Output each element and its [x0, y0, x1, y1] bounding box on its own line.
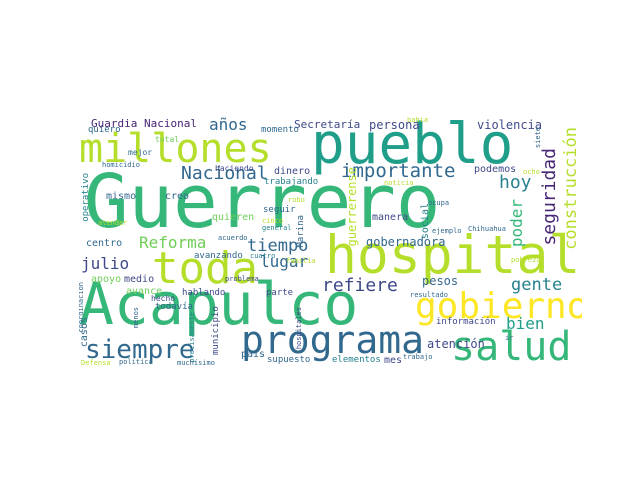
word-importante: importante — [341, 160, 456, 182]
word-bahia: bahía — [407, 117, 429, 124]
word-secretaria: Secretaría — [294, 118, 361, 131]
word-pesos: pesos — [422, 274, 459, 288]
word-haciendo: haciendo — [215, 164, 254, 173]
word-nacional: Nacional — [181, 163, 268, 184]
word-guerrero: Guerrero — [84, 159, 441, 245]
word-poder: poder — [507, 199, 526, 248]
word-gobierno: gobierno — [415, 286, 582, 327]
word-total: total — [155, 135, 180, 144]
word-acuerdo: acuerdo — [218, 234, 248, 242]
word-siete: siete — [534, 127, 542, 149]
word-hablando: hablando — [182, 288, 226, 298]
word-reforma: Reforma — [139, 233, 207, 252]
word-mes: mes — [384, 355, 403, 366]
word-bien: bien — [506, 314, 545, 333]
word-informacion: información — [436, 317, 496, 327]
word-atender: atender — [98, 219, 128, 227]
word-menos: menos — [132, 307, 140, 329]
word-politica: política — [119, 358, 153, 366]
word-tiempo: tiempo — [247, 236, 309, 256]
word-dinero: dinero — [274, 166, 311, 177]
word-acapulco: Acapulco — [79, 270, 359, 338]
word-creo: creo — [165, 191, 190, 202]
word-trabajando: trabajando — [264, 177, 319, 187]
word-marina: Marina — [296, 215, 306, 248]
word-centro: centro — [86, 238, 123, 249]
word-guerrerense: guerrerense — [345, 167, 359, 247]
word-quiero: quiero — [88, 125, 121, 135]
word-anos: años — [209, 117, 248, 134]
word-trabajo: trabajo — [403, 353, 433, 361]
word-ocho: ocho — [523, 168, 540, 176]
word-general: general — [262, 224, 292, 232]
word-supuesto: supuesto — [267, 355, 311, 365]
word-programa: programa — [241, 318, 425, 362]
word-todavia: todavía — [155, 302, 193, 312]
word-hospital: hospital — [325, 225, 581, 286]
word-mejor: mejor — [128, 148, 153, 157]
word-noticia: noticia — [384, 179, 414, 187]
word-muchisimo: muchísimo — [177, 359, 215, 367]
word-ocupa: ocupa — [428, 199, 450, 207]
word-elementos: elementos — [332, 355, 381, 365]
word-ir: ir — [505, 334, 514, 342]
word-apoyo: apoyo — [91, 274, 122, 285]
word-chihuahua: Chihuahua — [468, 225, 506, 233]
word-medio: medio — [124, 274, 155, 285]
word-avance: avance — [126, 286, 163, 297]
word-refiere: refiere — [322, 275, 398, 296]
word-atencion: atención — [427, 337, 485, 351]
word-problema: problema — [225, 275, 259, 283]
word-millones: millones — [79, 126, 272, 172]
word-persona: persona — [369, 118, 420, 132]
word-pais: país — [241, 349, 266, 360]
word-parte: parte — [266, 288, 294, 298]
word-pueblo: pueblo — [311, 117, 514, 177]
word-mismo: mismo — [106, 191, 137, 202]
word-julio: julio — [81, 254, 130, 273]
word-violencia: violencia — [477, 118, 543, 132]
word-coordinacion: coordinación — [79, 282, 85, 333]
word-lugar: lugar — [260, 252, 309, 271]
word-resultado: resultado — [410, 291, 448, 299]
word-homicidio: homicidio — [102, 161, 140, 169]
word-cuatro: cuatro — [250, 252, 276, 260]
word-quieren: quieren — [212, 212, 255, 223]
word-precisamente: precisamente — [188, 312, 196, 363]
word-seguir: seguir — [263, 205, 296, 215]
word-cloud: Guerrero Acapulco pueblo millones hospit… — [79, 117, 582, 369]
word-construccion: construcción — [561, 127, 581, 250]
word-momento: momento — [261, 125, 299, 135]
word-hoy: hoy — [499, 172, 532, 193]
word-social: social — [420, 203, 431, 240]
word-cinco: cinco — [262, 217, 284, 225]
word-defensa: Defensa — [81, 359, 111, 367]
word-familia: familia — [286, 257, 316, 265]
word-ejemplo: ejemplo — [432, 227, 462, 235]
word-operativo: operativo — [81, 173, 91, 222]
word-avanzando: avanzando — [194, 251, 243, 261]
word-gente: gente — [511, 275, 563, 295]
word-hospitales: hospitales — [295, 307, 303, 350]
word-robo: robo — [288, 196, 305, 204]
word-hecho: hecho — [151, 294, 176, 303]
word-podemos: podemos — [474, 164, 517, 175]
word-seguridad: seguridad — [539, 148, 560, 246]
word-siempre: siempre — [85, 335, 195, 365]
word-pobreza: pobreza — [511, 256, 541, 264]
word-gobernadora: gobernadora — [366, 235, 446, 249]
word-salud: salud — [451, 324, 572, 369]
word-toda: toda — [152, 243, 258, 294]
word-manera: manera — [372, 212, 409, 223]
word-guardia-nacional: Guardia Nacional — [91, 117, 197, 130]
word-municipio: municipio — [211, 306, 221, 355]
